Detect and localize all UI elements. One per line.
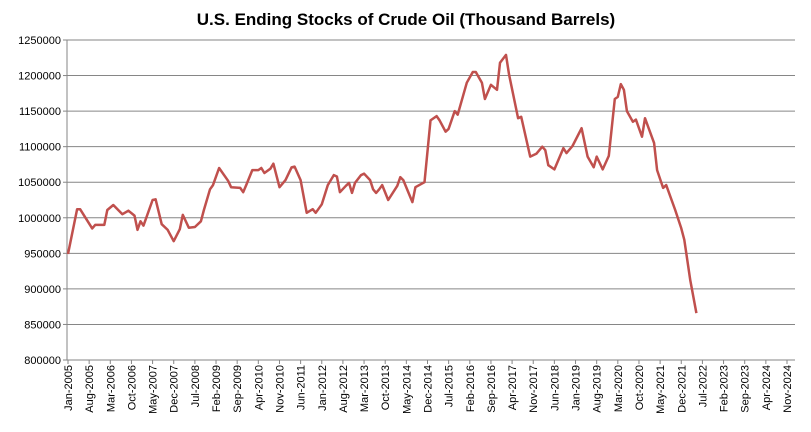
x-tick-label: Nov-2017 — [528, 365, 540, 413]
x-tick-label: Jul-2008 — [190, 365, 202, 407]
x-tick-label: May-2021 — [655, 365, 667, 414]
y-tick-label: 950000 — [24, 248, 61, 260]
x-tick-label: Mar-2020 — [613, 365, 625, 412]
x-tick-label: Mar-2013 — [359, 365, 371, 412]
series-line — [66, 53, 698, 314]
x-tick-label: Apr-2017 — [507, 365, 519, 410]
x-tick-label: Dec-2014 — [423, 365, 435, 413]
x-tick-label: Jan-2005 — [63, 365, 75, 411]
x-tick-label: Aug-2005 — [84, 365, 96, 413]
x-tick-label: Feb-2009 — [211, 365, 223, 412]
x-tick-label: Dec-2007 — [169, 365, 181, 413]
x-tick-label: Jan-2012 — [317, 365, 329, 411]
x-tick-label: Jun-2011 — [296, 365, 308, 410]
x-tick-label: Feb-2023 — [719, 365, 731, 412]
x-tick-label: May-2007 — [148, 365, 160, 414]
x-tick-label: Jun-2018 — [549, 365, 561, 411]
x-tick-label: Apr-2024 — [761, 365, 773, 410]
y-tick-label: 800000 — [24, 355, 61, 367]
x-tick-label: Sep-2023 — [740, 365, 752, 413]
x-tick-label: Nov-2024 — [782, 365, 794, 413]
y-tick-label: 900000 — [24, 284, 61, 296]
y-tick-label: 1050000 — [18, 177, 61, 189]
x-tick-label: Sep-2009 — [232, 365, 244, 413]
y-tick-label: 1000000 — [18, 213, 61, 225]
x-tick-label: Jan-2019 — [571, 365, 583, 411]
x-tick-label: Dec-2021 — [676, 365, 688, 413]
x-tick-label: Jul-2015 — [444, 365, 456, 407]
x-tick-label: Jul-2022 — [697, 365, 709, 407]
y-tick-label: 1150000 — [19, 106, 61, 118]
x-tick-label: Mar-2006 — [105, 365, 117, 412]
x-tick-label: Aug-2012 — [338, 365, 350, 413]
y-tick-label: 1100000 — [19, 142, 61, 154]
x-tick-label: Apr-2010 — [253, 365, 265, 410]
x-tick-label: Oct-2013 — [380, 365, 392, 410]
x-tick-label: Sep-2016 — [486, 365, 498, 413]
x-tick-label: Nov-2010 — [274, 365, 286, 413]
y-tick-label: 1250000 — [18, 35, 61, 47]
x-tick-label: May-2014 — [401, 365, 413, 414]
chart-title: U.S. Ending Stocks of Crude Oil (Thousan… — [197, 10, 615, 29]
y-tick-label: 850000 — [24, 319, 61, 331]
x-tick-label: Oct-2006 — [126, 365, 138, 410]
x-tick-label: Aug-2019 — [592, 365, 604, 413]
x-tick-label: Feb-2016 — [465, 365, 477, 412]
x-tick-label: Oct-2020 — [634, 365, 646, 410]
y-tick-label: 1200000 — [18, 71, 61, 83]
